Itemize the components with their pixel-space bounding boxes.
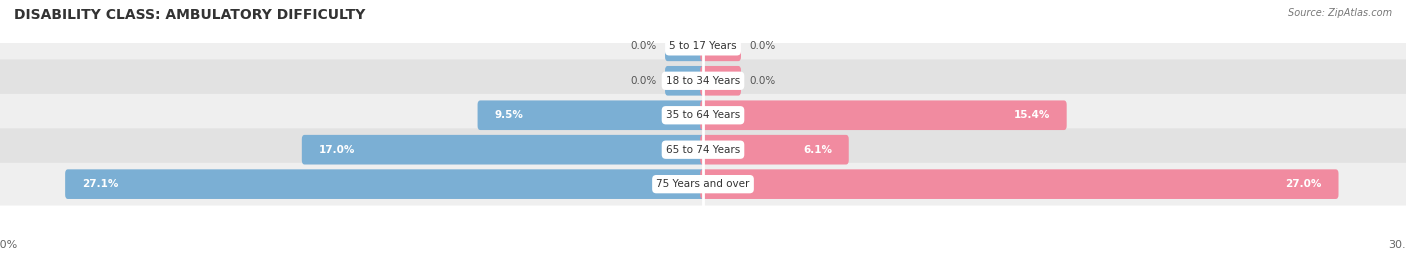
FancyBboxPatch shape xyxy=(0,163,1406,206)
FancyBboxPatch shape xyxy=(0,128,1406,171)
Text: 18 to 34 Years: 18 to 34 Years xyxy=(666,76,740,86)
FancyBboxPatch shape xyxy=(478,100,706,130)
Text: 15.4%: 15.4% xyxy=(1014,110,1050,120)
Text: 0.0%: 0.0% xyxy=(630,41,657,51)
FancyBboxPatch shape xyxy=(700,32,741,61)
Text: 75 Years and over: 75 Years and over xyxy=(657,179,749,189)
Text: 5 to 17 Years: 5 to 17 Years xyxy=(669,41,737,51)
Text: 0.0%: 0.0% xyxy=(749,41,776,51)
FancyBboxPatch shape xyxy=(700,66,741,96)
FancyBboxPatch shape xyxy=(700,100,1067,130)
FancyBboxPatch shape xyxy=(0,25,1406,68)
Text: 27.0%: 27.0% xyxy=(1285,179,1322,189)
FancyBboxPatch shape xyxy=(700,135,849,165)
FancyBboxPatch shape xyxy=(302,135,706,165)
Text: 0.0%: 0.0% xyxy=(749,76,776,86)
Text: 0.0%: 0.0% xyxy=(630,76,657,86)
Text: Source: ZipAtlas.com: Source: ZipAtlas.com xyxy=(1288,8,1392,18)
FancyBboxPatch shape xyxy=(700,169,1339,199)
Text: 65 to 74 Years: 65 to 74 Years xyxy=(666,145,740,155)
FancyBboxPatch shape xyxy=(0,59,1406,102)
Text: 9.5%: 9.5% xyxy=(495,110,523,120)
Text: 6.1%: 6.1% xyxy=(803,145,832,155)
FancyBboxPatch shape xyxy=(665,66,706,96)
FancyBboxPatch shape xyxy=(65,169,706,199)
Text: 27.1%: 27.1% xyxy=(82,179,118,189)
Text: 17.0%: 17.0% xyxy=(319,145,356,155)
Text: 35 to 64 Years: 35 to 64 Years xyxy=(666,110,740,120)
Text: DISABILITY CLASS: AMBULATORY DIFFICULTY: DISABILITY CLASS: AMBULATORY DIFFICULTY xyxy=(14,8,366,22)
FancyBboxPatch shape xyxy=(0,94,1406,137)
FancyBboxPatch shape xyxy=(665,32,706,61)
